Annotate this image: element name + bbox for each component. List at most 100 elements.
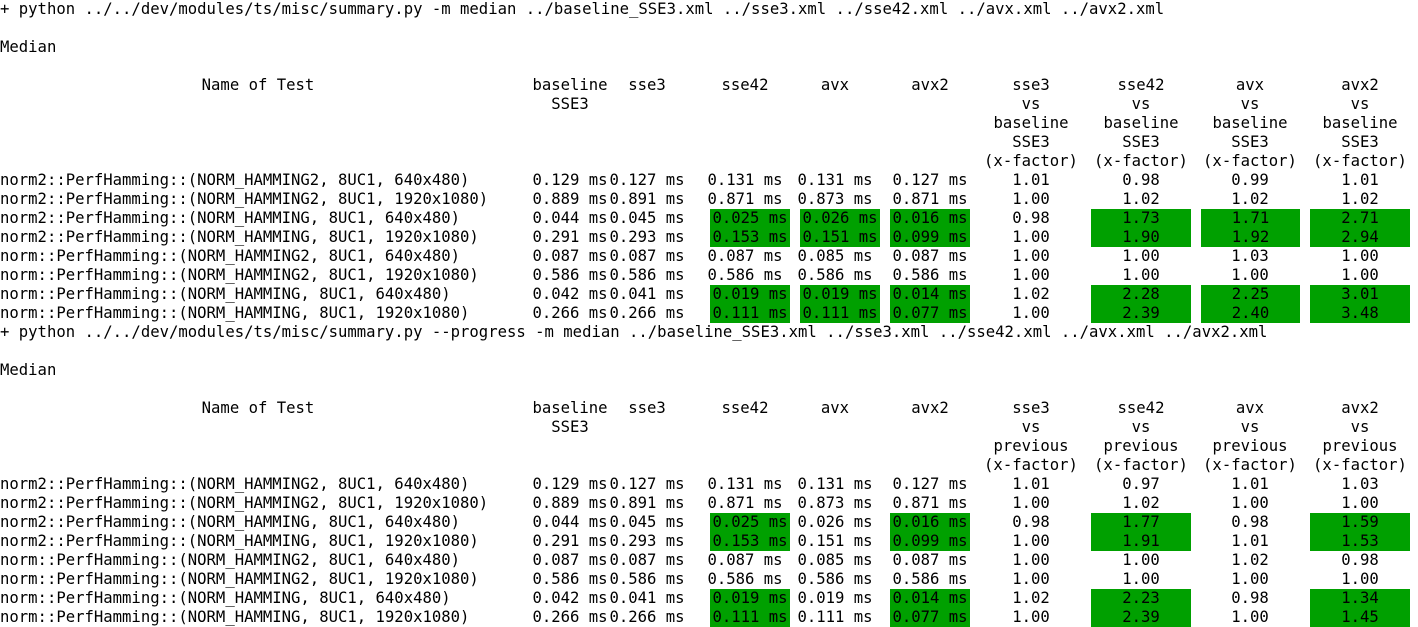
table-cell: 0.871 ms (892, 494, 968, 512)
column-header: vs (1240, 95, 1260, 113)
table-cell: 0.085 ms (797, 551, 873, 569)
table-cell: 1.01 (1012, 475, 1050, 493)
table-cell: 0.586 ms (532, 266, 608, 284)
column-header: (x-factor) (1203, 152, 1297, 170)
table-cell: 0.131 ms (707, 171, 783, 189)
column-header: baseline (993, 114, 1069, 132)
table-cell: 0.891 ms (609, 190, 685, 208)
table-cell: 0.586 ms (892, 570, 968, 588)
column-header: baseline (1103, 114, 1179, 132)
table-cell: 0.586 ms (892, 266, 968, 284)
table-cell: 1.01 (1231, 532, 1269, 550)
table-cell: 0.087 ms (707, 247, 783, 265)
table-cell: 0.98 (1122, 171, 1160, 189)
column-header: previous (1322, 437, 1398, 455)
column-header: (x-factor) (984, 456, 1078, 474)
table-cell: 0.045 ms (609, 209, 685, 227)
table-cell: 1.00 (1341, 247, 1379, 265)
table-cell: 0.026 ms (797, 513, 873, 531)
table-cell: 0.127 ms (892, 171, 968, 189)
test-name: norm::PerfHamming::(NORM_HAMMING2, 8UC1,… (0, 247, 461, 265)
table-cell: 0.98 (1012, 209, 1050, 227)
column-header: baseline (532, 399, 608, 417)
column-header: (x-factor) (1094, 152, 1188, 170)
highlighted-cell: 1.91 (1091, 532, 1191, 551)
highlighted-cell: 1.59 (1310, 513, 1410, 532)
column-header: avx2 (1341, 399, 1379, 417)
table-cell: 0.131 ms (797, 475, 873, 493)
test-name: norm::PerfHamming::(NORM_HAMMING, 8UC1, … (0, 589, 451, 607)
table-cell: 1.02 (1122, 190, 1160, 208)
test-name: norm2::PerfHamming::(NORM_HAMMING, 8UC1,… (0, 532, 479, 550)
table-cell: 0.129 ms (532, 475, 608, 493)
column-header: (x-factor) (1203, 456, 1297, 474)
header-name-of-test: Name of Test (201, 399, 315, 417)
table-cell: 0.087 ms (532, 551, 608, 569)
column-header: sse42 (721, 399, 769, 417)
table-cell: 1.00 (1231, 608, 1269, 626)
table-cell: 1.00 (1012, 532, 1050, 550)
column-header: sse42 (1117, 399, 1165, 417)
column-header: baseline (1322, 114, 1398, 132)
table-cell: 1.02 (1341, 190, 1379, 208)
test-name: norm::PerfHamming::(NORM_HAMMING, 8UC1, … (0, 285, 451, 303)
table-cell: 1.00 (1012, 266, 1050, 284)
column-header: (x-factor) (1313, 152, 1407, 170)
table-cell: 1.00 (1012, 551, 1050, 569)
table-cell: 1.02 (1231, 551, 1269, 569)
table-cell: 1.00 (1012, 494, 1050, 512)
table-cell: 1.02 (1012, 589, 1050, 607)
test-name: norm::PerfHamming::(NORM_HAMMING, 8UC1, … (0, 304, 470, 322)
column-header: vs (1131, 418, 1151, 436)
column-header: (x-factor) (1094, 456, 1188, 474)
highlighted-cell: 1.92 (1201, 228, 1300, 247)
test-name: norm2::PerfHamming::(NORM_HAMMING2, 8UC1… (0, 171, 470, 189)
table-cell: 0.293 ms (609, 228, 685, 246)
table-cell: 1.00 (1012, 304, 1050, 322)
command-line: + python ../../dev/modules/ts/misc/summa… (0, 0, 1165, 18)
column-header: vs (1240, 418, 1260, 436)
table-cell: 0.99 (1231, 171, 1269, 189)
test-name: norm2::PerfHamming::(NORM_HAMMING2, 8UC1… (0, 494, 489, 512)
highlighted-cell: 0.111 ms (710, 304, 790, 323)
table-cell: 0.042 ms (532, 285, 608, 303)
highlighted-cell: 0.025 ms (710, 513, 790, 532)
column-header: vs (1350, 418, 1370, 436)
table-cell: 0.041 ms (609, 285, 685, 303)
table-cell: 0.98 (1341, 551, 1379, 569)
column-header: baseline (1212, 114, 1288, 132)
table-cell: 0.131 ms (707, 475, 783, 493)
table-cell: 0.087 ms (892, 247, 968, 265)
table-cell: 1.00 (1012, 190, 1050, 208)
highlighted-cell: 1.53 (1310, 532, 1410, 551)
highlighted-cell: 0.019 ms (710, 589, 790, 608)
highlighted-cell: 1.73 (1091, 209, 1191, 228)
test-name: norm::PerfHamming::(NORM_HAMMING2, 8UC1,… (0, 570, 479, 588)
table-cell: 0.873 ms (797, 494, 873, 512)
highlighted-cell: 1.77 (1091, 513, 1191, 532)
highlighted-cell: 2.25 (1201, 285, 1300, 304)
table-cell: 0.97 (1122, 475, 1160, 493)
table-cell: 1.00 (1012, 228, 1050, 246)
table-cell: 1.00 (1341, 266, 1379, 284)
highlighted-cell: 2.39 (1091, 608, 1191, 627)
test-name: norm2::PerfHamming::(NORM_HAMMING2, 8UC1… (0, 475, 470, 493)
column-header: sse3 (1012, 399, 1050, 417)
table-cell: 0.586 ms (609, 266, 685, 284)
table-cell: 0.266 ms (532, 608, 608, 626)
column-header: SSE3 (1122, 133, 1160, 151)
table-cell: 0.111 ms (797, 608, 873, 626)
table-cell: 0.266 ms (609, 608, 685, 626)
table-cell: 1.03 (1341, 475, 1379, 493)
column-header: vs (1131, 95, 1151, 113)
table-cell: 1.02 (1122, 494, 1160, 512)
table-cell: 0.889 ms (532, 494, 608, 512)
column-header: avx (820, 399, 850, 417)
column-header: avx (1235, 399, 1265, 417)
highlighted-cell: 0.111 ms (710, 608, 790, 627)
table-cell: 0.586 ms (797, 570, 873, 588)
table-cell: 0.127 ms (609, 171, 685, 189)
highlighted-cell: 0.151 ms (800, 228, 880, 247)
table-cell: 1.02 (1012, 285, 1050, 303)
table-cell: 0.127 ms (609, 475, 685, 493)
